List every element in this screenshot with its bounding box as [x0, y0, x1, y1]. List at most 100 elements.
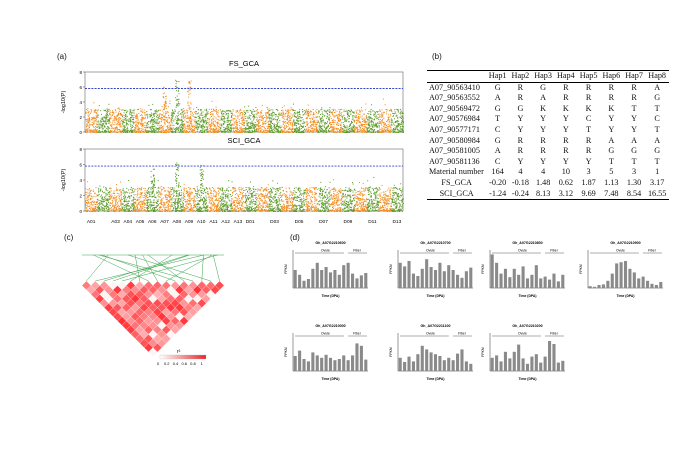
snp-point	[284, 126, 286, 128]
snp-point	[139, 204, 141, 206]
snp-point	[91, 210, 93, 212]
snp-point	[366, 127, 368, 129]
snp-point	[293, 132, 295, 133]
snp-point	[108, 193, 110, 195]
snp-point	[171, 109, 173, 111]
chromosome-A04	[121, 109, 135, 133]
snp-point	[87, 189, 89, 191]
snp-point	[149, 193, 151, 195]
snp-point	[307, 124, 308, 126]
snp-point	[339, 118, 341, 120]
snp-point	[312, 119, 314, 120]
snp-point	[109, 202, 111, 204]
snp-point	[140, 205, 142, 207]
snp-point	[381, 120, 383, 122]
snp-point	[146, 207, 148, 209]
snp-point	[135, 198, 137, 200]
snp-point	[331, 130, 333, 132]
snp-point	[216, 131, 217, 133]
chromosome-A03	[109, 181, 123, 212]
snp-point	[175, 116, 177, 118]
snp-point	[345, 118, 347, 120]
snp-point	[102, 203, 104, 205]
snp-point	[171, 130, 173, 132]
snp-point	[220, 131, 222, 132]
snp-point	[268, 123, 269, 125]
snp-point	[292, 110, 294, 112]
snp-point	[375, 117, 377, 119]
snp-point	[294, 113, 296, 115]
snp-point	[356, 119, 358, 121]
snp-point	[202, 114, 204, 116]
snp-point	[115, 111, 117, 113]
snp-point	[109, 110, 111, 112]
snp-point	[141, 209, 143, 211]
snp-point	[369, 126, 371, 128]
snp-point	[314, 121, 315, 123]
snp-point	[283, 131, 285, 133]
snp-point	[134, 208, 136, 210]
snp-point	[338, 118, 340, 120]
snp-point	[385, 124, 387, 126]
snp-point	[397, 123, 399, 125]
snp-point	[267, 127, 268, 129]
snp-point	[353, 125, 355, 127]
snp-point	[137, 122, 139, 124]
snp-point	[210, 123, 212, 125]
snp-point	[112, 198, 114, 200]
snp-point	[89, 119, 91, 121]
snp-point	[244, 106, 246, 108]
snp-point	[140, 132, 142, 133]
snp-point	[219, 124, 221, 126]
snp-point	[320, 131, 322, 132]
snp-point	[112, 127, 114, 129]
snp-point	[217, 130, 219, 132]
snp-point	[322, 119, 324, 121]
peak-point	[189, 92, 191, 94]
snp-point	[142, 129, 144, 131]
snp-point	[253, 130, 255, 132]
snp-point	[109, 196, 111, 198]
snp-point	[375, 125, 377, 127]
snp-point	[232, 109, 234, 111]
snp-point	[351, 120, 352, 122]
peak-point	[175, 106, 177, 108]
snp-point	[126, 201, 128, 203]
snp-point	[293, 116, 295, 118]
snp-point	[376, 111, 378, 113]
snp-point	[402, 119, 404, 121]
snp-point	[101, 124, 103, 126]
snp-point	[125, 200, 127, 202]
snp-point	[137, 203, 139, 205]
snp-point	[141, 115, 143, 117]
snp-point	[294, 130, 296, 131]
snp-point	[273, 126, 275, 128]
snp-point	[360, 109, 362, 111]
snp-point	[152, 208, 154, 210]
snp-point	[324, 127, 326, 128]
snp-point	[186, 125, 188, 127]
snp-point	[333, 121, 335, 123]
snp-point	[96, 115, 98, 117]
snp-point	[354, 131, 356, 133]
snp-point	[352, 127, 354, 129]
snp-point	[249, 125, 251, 127]
snp-point	[120, 130, 121, 132]
snp-point	[207, 126, 209, 128]
snp-point	[138, 197, 140, 199]
snp-point	[267, 108, 269, 110]
snp-point	[212, 108, 214, 110]
snp-point	[136, 117, 138, 119]
snp-point	[121, 114, 123, 115]
snp-point	[212, 114, 214, 116]
snp-point	[140, 124, 142, 126]
snp-point	[368, 124, 369, 126]
y-tick-label: 4	[79, 178, 82, 183]
snp-point	[333, 126, 335, 128]
snp-point	[107, 198, 109, 200]
snp-point	[387, 124, 389, 125]
snp-point	[381, 127, 383, 129]
snp-point	[117, 206, 119, 208]
snp-point	[289, 122, 291, 124]
snp-point	[122, 209, 124, 211]
